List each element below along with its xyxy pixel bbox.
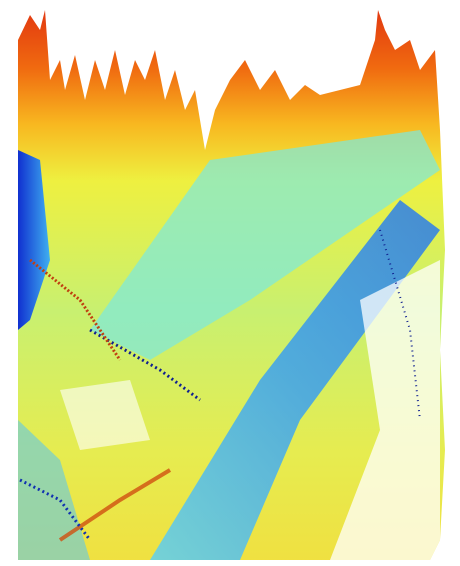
- surface: [0, 0, 460, 566]
- body: [0, 0, 460, 566]
- visualization: [0, 0, 460, 566]
- page: {} html, body { margin: 0; padding: 0; b…: [0, 0, 460, 566]
